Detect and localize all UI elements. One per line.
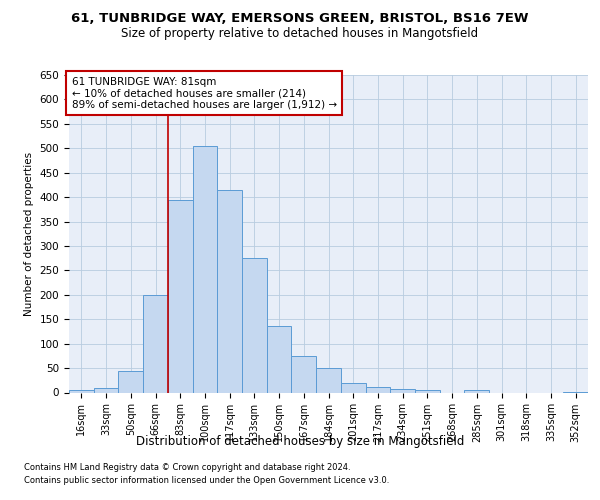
Text: 61 TUNBRIDGE WAY: 81sqm
← 10% of detached houses are smaller (214)
89% of semi-d: 61 TUNBRIDGE WAY: 81sqm ← 10% of detache… xyxy=(71,76,337,110)
Bar xyxy=(217,190,242,392)
Bar xyxy=(168,200,193,392)
Bar xyxy=(118,371,143,392)
Bar xyxy=(316,368,341,392)
Bar xyxy=(267,326,292,392)
Y-axis label: Number of detached properties: Number of detached properties xyxy=(24,152,34,316)
Bar xyxy=(464,390,489,392)
Bar xyxy=(69,390,94,392)
Bar xyxy=(341,382,365,392)
Text: Size of property relative to detached houses in Mangotsfield: Size of property relative to detached ho… xyxy=(121,28,479,40)
Bar xyxy=(193,146,217,392)
Text: Distribution of detached houses by size in Mangotsfield: Distribution of detached houses by size … xyxy=(136,435,464,448)
Text: 61, TUNBRIDGE WAY, EMERSONS GREEN, BRISTOL, BS16 7EW: 61, TUNBRIDGE WAY, EMERSONS GREEN, BRIST… xyxy=(71,12,529,26)
Bar xyxy=(390,388,415,392)
Bar xyxy=(292,356,316,392)
Bar xyxy=(242,258,267,392)
Text: Contains public sector information licensed under the Open Government Licence v3: Contains public sector information licen… xyxy=(24,476,389,485)
Bar xyxy=(94,388,118,392)
Bar xyxy=(365,387,390,392)
Text: Contains HM Land Registry data © Crown copyright and database right 2024.: Contains HM Land Registry data © Crown c… xyxy=(24,462,350,471)
Bar xyxy=(143,295,168,392)
Bar xyxy=(415,390,440,392)
